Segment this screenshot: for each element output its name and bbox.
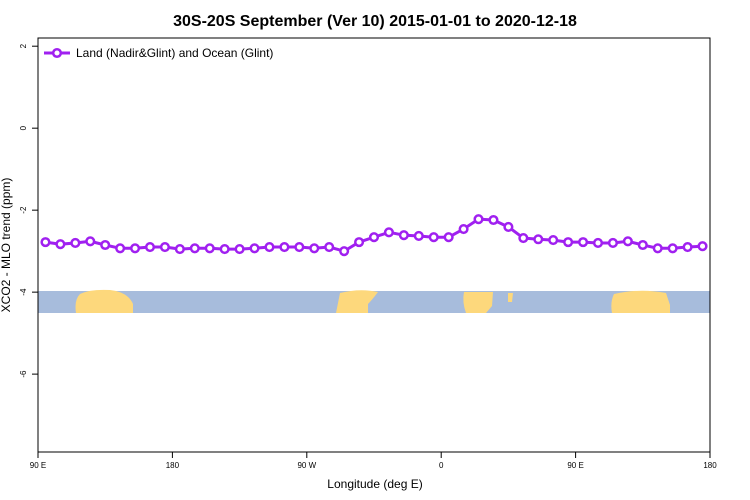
- data-point: [383, 227, 394, 238]
- x-axis-label: Longitude (deg E): [327, 477, 422, 491]
- data-point: [398, 230, 409, 241]
- data-point: [249, 243, 260, 254]
- data-point: [518, 232, 529, 244]
- y-tick-label: -2: [19, 206, 28, 214]
- data-point: [204, 243, 215, 254]
- data-point: [473, 214, 484, 225]
- data-point: [682, 241, 693, 253]
- legend-marker: [51, 47, 63, 59]
- data-point: [533, 234, 544, 245]
- data-point: [697, 241, 708, 252]
- data-point: [428, 232, 439, 243]
- y-tick-label: -4: [19, 288, 28, 296]
- y-tick-label: 2: [19, 43, 28, 48]
- land-ocean-strip: [38, 289, 710, 313]
- data-point: [100, 239, 111, 251]
- data-point: [652, 243, 663, 254]
- data-point: [70, 237, 81, 249]
- data-point: [294, 241, 305, 253]
- x-tick-label: 90 E: [567, 461, 583, 470]
- data-point: [488, 214, 499, 226]
- data-point: [55, 239, 66, 250]
- data-point: [264, 241, 275, 253]
- x-tick-label: 180: [166, 461, 180, 470]
- data-point: [413, 230, 424, 242]
- data-point: [189, 243, 200, 254]
- x-tick-label: 0: [439, 461, 444, 470]
- data-point: [279, 241, 290, 253]
- data-point: [458, 223, 469, 235]
- data-point: [234, 244, 245, 255]
- data-point: [592, 237, 604, 249]
- chart-title: 30S-20S September (Ver 10) 2015-01-01 to…: [173, 13, 577, 30]
- data-point: [667, 243, 678, 254]
- data-point: [548, 235, 559, 246]
- data-point: [115, 243, 126, 254]
- data-point: [563, 237, 574, 248]
- data-point: [368, 232, 380, 243]
- data-point: [40, 237, 51, 248]
- y-tick-label: -6: [19, 370, 28, 378]
- x-tick-label: 90 E: [30, 461, 46, 470]
- data-point: [637, 239, 648, 251]
- data-point: [443, 232, 454, 243]
- data-point: [219, 244, 230, 255]
- legend-label: Land (Nadir&Glint) and Ocean (Glint): [76, 46, 273, 60]
- data-point: [324, 241, 335, 253]
- data-point: [130, 243, 141, 254]
- data-point: [503, 221, 514, 233]
- data-point: [354, 237, 365, 248]
- data-point: [174, 244, 185, 255]
- data-point: [144, 241, 156, 253]
- data-point: [622, 236, 633, 247]
- x-tick-label: 180: [703, 461, 717, 470]
- data-point: [159, 241, 170, 253]
- data-point: [607, 237, 618, 249]
- data-point: [339, 246, 350, 257]
- plot-frame: [37, 37, 711, 453]
- y-axis-label: XCO2 - MLO trend (ppm): [0, 178, 13, 313]
- data-point: [309, 243, 320, 254]
- data-point: [578, 237, 589, 248]
- x-tick-label: 90 W: [297, 461, 316, 470]
- data-point: [85, 236, 96, 247]
- y-tick-label: 0: [19, 125, 28, 130]
